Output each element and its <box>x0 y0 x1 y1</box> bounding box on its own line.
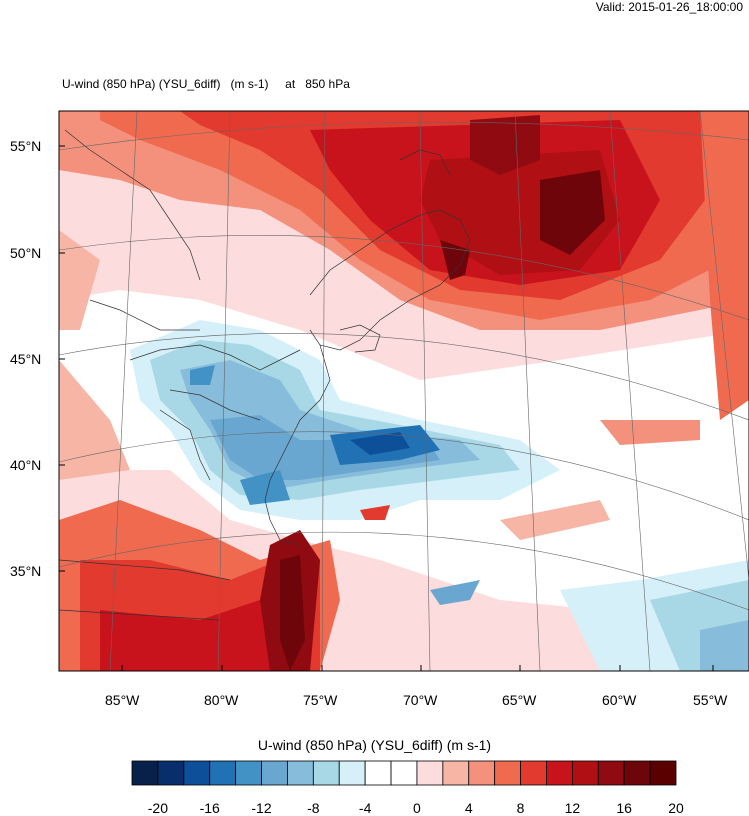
axis-ticks <box>59 145 714 671</box>
lon-label: 55°W <box>693 692 728 708</box>
lat-label: 40°N <box>10 457 42 473</box>
lon-label: 85°W <box>105 692 140 708</box>
lon-label: 65°W <box>502 692 537 708</box>
colorbar-tick-label: 0 <box>413 800 421 816</box>
colorbar-swatch <box>546 760 573 786</box>
colorbar-swatch <box>520 760 547 786</box>
lat-label: 45°N <box>10 351 42 367</box>
colorbar-swatch <box>157 760 185 786</box>
colorbar-tick-label: -4 <box>358 800 372 816</box>
colorbar-swatch <box>312 760 340 786</box>
colorbar-swatch <box>571 760 599 786</box>
colorbar-tick-label: -20 <box>147 800 169 816</box>
colorbar-tick-label: 8 <box>516 800 525 816</box>
lon-label: 75°W <box>303 692 338 708</box>
lon-label: 80°W <box>204 692 239 708</box>
map-frame <box>58 110 749 672</box>
lon-label: 60°W <box>602 692 637 708</box>
lat-label: 50°N <box>10 245 42 261</box>
colorbar-swatch <box>287 760 314 786</box>
colorbar-tick-label: -8 <box>307 800 320 816</box>
lat-label: 55°N <box>10 138 42 154</box>
colorbar-swatch <box>235 760 262 786</box>
colorbar-swatch <box>442 760 470 786</box>
colorbar-tick-label: 16 <box>616 800 632 816</box>
colorbar-swatch <box>623 760 651 786</box>
colorbar-swatch <box>494 760 521 786</box>
colorbar-swatch <box>183 760 211 786</box>
graticule <box>59 111 749 671</box>
colorbar-swatch <box>468 760 496 786</box>
plot-title: U-wind (850 hPa) (YSU_6diff) (m s-1) at … <box>62 77 350 91</box>
colorbar-tick-label: -16 <box>199 800 220 816</box>
colorbar-swatch <box>261 760 288 786</box>
colorbar-tick-label: 4 <box>464 800 473 816</box>
colorbar <box>131 760 677 786</box>
lon-label: 70°W <box>403 692 438 708</box>
wind-field <box>59 111 749 671</box>
colorbar-tick-label: 20 <box>668 800 684 816</box>
colorbar-tick-label: 12 <box>564 800 581 816</box>
lat-label: 35°N <box>10 563 42 579</box>
colorbar-swatch <box>131 760 159 786</box>
colorbar-swatch <box>649 760 677 786</box>
colorbar-swatch <box>338 760 366 786</box>
valid-time-label: Valid: 2015-01-26_18:00:00 <box>595 0 743 14</box>
colorbar-title: U-wind (850 hPa) (YSU_6diff) (m s-1) <box>257 737 492 753</box>
colorbar-tick-label: -12 <box>251 800 272 816</box>
colorbar-swatch <box>416 760 444 786</box>
colorbar-swatch <box>390 760 418 786</box>
colorbar-swatch <box>597 760 625 786</box>
colorbar-swatch <box>364 760 392 786</box>
colorbar-swatch <box>209 760 237 786</box>
